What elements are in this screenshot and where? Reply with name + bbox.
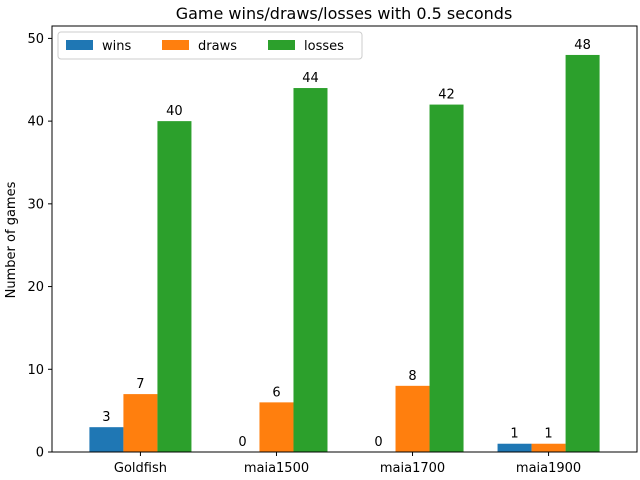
chart-title: Game wins/draws/losses with 0.5 seconds (176, 4, 513, 23)
bar-draws-maia1500 (259, 402, 294, 452)
x-tick-label: maia1500 (244, 461, 309, 476)
y-axis-label: Number of games (4, 181, 19, 298)
bar-wins-Goldfish (89, 427, 124, 452)
x-tick-label: Goldfish (114, 461, 167, 476)
bar-losses-maia1900 (565, 54, 600, 452)
data-label-draws-maia1900: 1 (544, 427, 552, 442)
data-label-losses-maia1700: 42 (438, 88, 455, 103)
legend-label-losses: losses (304, 39, 344, 54)
data-label-wins-maia1500: 0 (238, 435, 246, 450)
legend-label-draws: draws (198, 39, 237, 54)
legend: wins draws losses (57, 31, 363, 60)
bar-wins-maia1900 (497, 443, 532, 452)
legend-swatch-draws (162, 40, 189, 50)
x-tick-label: maia1700 (380, 461, 445, 476)
data-label-wins-maia1900: 1 (510, 427, 518, 442)
data-label-losses-maia1900: 48 (574, 38, 591, 53)
data-label-losses-Goldfish: 40 (166, 104, 183, 119)
data-label-draws-maia1700: 8 (408, 369, 416, 384)
data-label-wins-Goldfish: 3 (102, 410, 110, 425)
y-tick-label: 30 (27, 197, 44, 212)
data-label-losses-maia1500: 44 (302, 71, 319, 86)
y-tick-label: 40 (27, 115, 44, 130)
legend-box (57, 31, 363, 60)
data-label-draws-maia1500: 6 (272, 385, 280, 400)
legend-swatch-losses (268, 40, 295, 50)
plot-frame (51, 25, 638, 453)
bar-draws-maia1700 (395, 385, 430, 452)
bar-losses-maia1500 (293, 88, 328, 452)
legend-label-wins: wins (102, 39, 131, 54)
legend-swatch-wins (66, 40, 93, 50)
y-tick-label: 50 (27, 32, 44, 47)
bar-draws-Goldfish (123, 394, 158, 452)
data-label-draws-Goldfish: 7 (136, 377, 144, 392)
y-tick-label: 10 (27, 363, 44, 378)
bar-losses-Goldfish (157, 121, 192, 452)
data-label-wins-maia1700: 0 (374, 435, 382, 450)
x-tick-label: maia1900 (516, 461, 581, 476)
bar-losses-maia1700 (429, 104, 464, 452)
y-tick-label: 0 (36, 446, 44, 461)
bar-draws-maia1900 (531, 443, 566, 452)
y-tick-label: 20 (27, 280, 44, 295)
